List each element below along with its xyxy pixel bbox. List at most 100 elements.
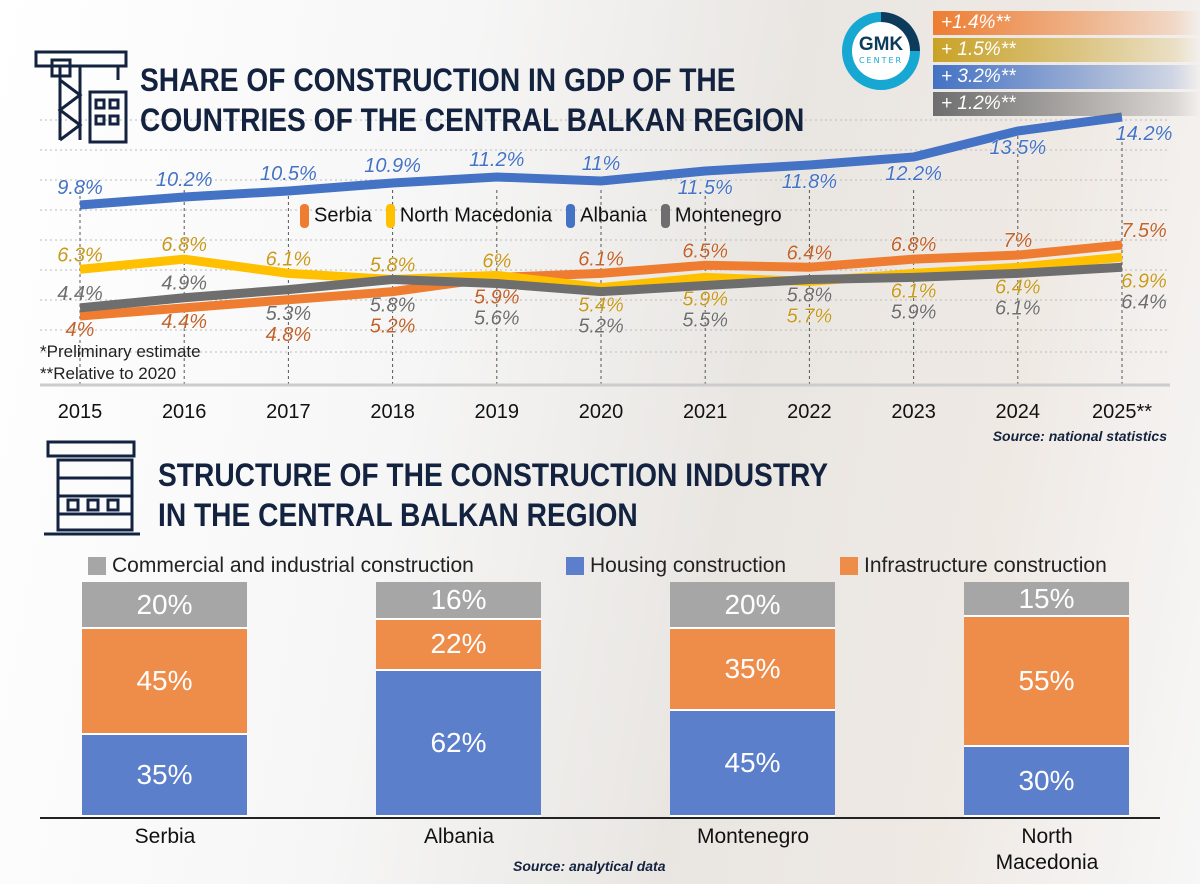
- data-label: 6.8%: [161, 234, 207, 256]
- title-line: COUNTRIES OF THE CENTRAL BALKAN REGION: [140, 102, 805, 138]
- bar-segment: 62%: [376, 671, 541, 817]
- gmk-logo: GMK CENTER: [842, 12, 920, 90]
- legend-swatch-icon: [300, 204, 309, 228]
- title-line: IN THE CENTRAL BALKAN REGION: [158, 497, 638, 533]
- x-tick-label: 2015: [58, 401, 103, 423]
- title-line: STRUCTURE OF THE CONSTRUCTION INDUSTRY: [158, 457, 829, 493]
- top-chart-title: SHARE OF CONSTRUCTION IN GDP OF THE COUN…: [140, 60, 804, 140]
- bar-segment: 35%: [82, 734, 247, 817]
- x-tick-label: 2018: [370, 401, 415, 423]
- change-badge: + 3.2%**: [933, 65, 1200, 89]
- bar-serbia: 20% 45% 35%: [82, 582, 247, 817]
- data-label: 7%: [1003, 230, 1032, 252]
- data-label: 4.4%: [57, 283, 103, 305]
- change-badge: + 1.5%**: [933, 38, 1200, 62]
- legend-label: Housing construction: [590, 554, 787, 577]
- data-label: 5.3%: [266, 303, 312, 325]
- category-label: Serbia: [134, 825, 196, 848]
- legend-label: Infrastructure construction: [864, 554, 1107, 577]
- data-label: 12.2%: [885, 163, 942, 185]
- data-label: 5.5%: [682, 310, 728, 332]
- data-label: 4.9%: [161, 273, 207, 295]
- data-label: 4.8%: [266, 324, 312, 346]
- legend-label: Montenegro: [674, 204, 782, 227]
- legend-item: Montenegro: [660, 204, 782, 228]
- category-label: Albania: [423, 825, 495, 848]
- legend-swatch-icon: [88, 557, 106, 575]
- data-label: 13.5%: [989, 137, 1046, 159]
- line-legend: Serbia North Macedonia Albania Montenegro: [300, 204, 782, 228]
- bar-segment: 55%: [964, 617, 1129, 747]
- bar-segment: 20%: [82, 582, 247, 629]
- x-tick-label: 2021: [683, 401, 728, 423]
- data-label: 14.2%: [1116, 123, 1173, 145]
- data-label: 6.4%: [995, 276, 1041, 298]
- data-label: 10.9%: [364, 155, 421, 177]
- data-label: 5.9%: [474, 287, 520, 309]
- legend-swatch-icon: [385, 204, 395, 228]
- legend-label: Albania: [580, 204, 647, 227]
- category-label: North Macedonia: [995, 825, 1099, 874]
- legend-item: Commercial and industrial construction: [88, 554, 474, 578]
- source-bottom: Source: analytical data: [513, 858, 666, 874]
- data-label: 6.3%: [57, 244, 103, 266]
- x-tick-label: 2016: [162, 401, 207, 423]
- data-label: 11.5%: [678, 177, 733, 199]
- data-label: 6.4%: [787, 242, 833, 264]
- legend-label: North Macedonia: [399, 204, 553, 227]
- bar-north-macedonia: 15% 55% 30%: [964, 582, 1129, 817]
- bar-segment: 20%: [670, 582, 835, 629]
- data-label: 6%: [482, 250, 511, 272]
- legend-swatch-icon: [566, 204, 576, 228]
- logo-sub: CENTER: [858, 56, 904, 65]
- series-line-albania: [79, 112, 1123, 210]
- x-tick-label: 2019: [475, 401, 520, 423]
- data-label: 11.8%: [782, 171, 837, 193]
- series-line-serbia: [79, 240, 1123, 321]
- data-label: 4.4%: [161, 311, 207, 333]
- data-label: 6.8%: [891, 234, 937, 256]
- bar-segment: 22%: [376, 619, 541, 672]
- bar-segment: 45%: [82, 629, 247, 735]
- bar-segment: 15%: [964, 582, 1129, 618]
- data-label: 10.5%: [260, 163, 317, 185]
- legend-swatch-icon: [566, 557, 584, 575]
- data-label: 6.5%: [682, 240, 728, 262]
- legend-label: Serbia: [314, 204, 372, 227]
- legend-swatch-icon: [840, 557, 858, 575]
- bar-segment: 16%: [376, 582, 541, 620]
- bar-segment: 45%: [670, 711, 835, 817]
- bottom-chart-title: STRUCTURE OF THE CONSTRUCTION INDUSTRY I…: [158, 455, 828, 535]
- data-label: 11%: [582, 153, 621, 175]
- data-label: 5.9%: [891, 301, 937, 323]
- source-top: Source: national statistics: [992, 428, 1167, 444]
- category-label: Montenegro: [696, 825, 810, 848]
- legend-item: Albania: [566, 204, 647, 228]
- logo-main: GMK: [858, 34, 904, 55]
- data-label: 6.1%: [266, 248, 312, 270]
- bar-segment: 35%: [670, 629, 835, 712]
- title-line: SHARE OF CONSTRUCTION IN GDP OF THE: [140, 62, 736, 98]
- bar-montenegro: 20% 35% 45%: [670, 582, 835, 817]
- data-label: 9.8%: [57, 177, 103, 199]
- legend-swatch-icon: [660, 204, 670, 228]
- note-preliminary: *Preliminary estimate: [40, 342, 201, 361]
- legend-item: Housing construction: [566, 554, 786, 578]
- bar-albania: 16% 22% 62%: [376, 582, 541, 817]
- data-label: 7.5%: [1121, 220, 1167, 242]
- data-label: 5.7%: [787, 305, 833, 327]
- x-tick-label: 2020: [579, 401, 624, 423]
- x-tick-label: 2022: [787, 401, 832, 423]
- data-label: 5.8%: [787, 284, 833, 306]
- legend-item: North Macedonia: [385, 204, 553, 228]
- series-line-montenegro: [79, 262, 1123, 313]
- data-label: 5.9%: [682, 289, 728, 311]
- x-tick-label: 2025**: [1092, 401, 1152, 423]
- data-label: 11.2%: [469, 149, 524, 171]
- note-relative: **Relative to 2020: [40, 364, 177, 383]
- legend-item: Serbia: [300, 204, 372, 228]
- data-label: 5.4%: [578, 295, 624, 317]
- data-label: 6.9%: [1121, 270, 1167, 292]
